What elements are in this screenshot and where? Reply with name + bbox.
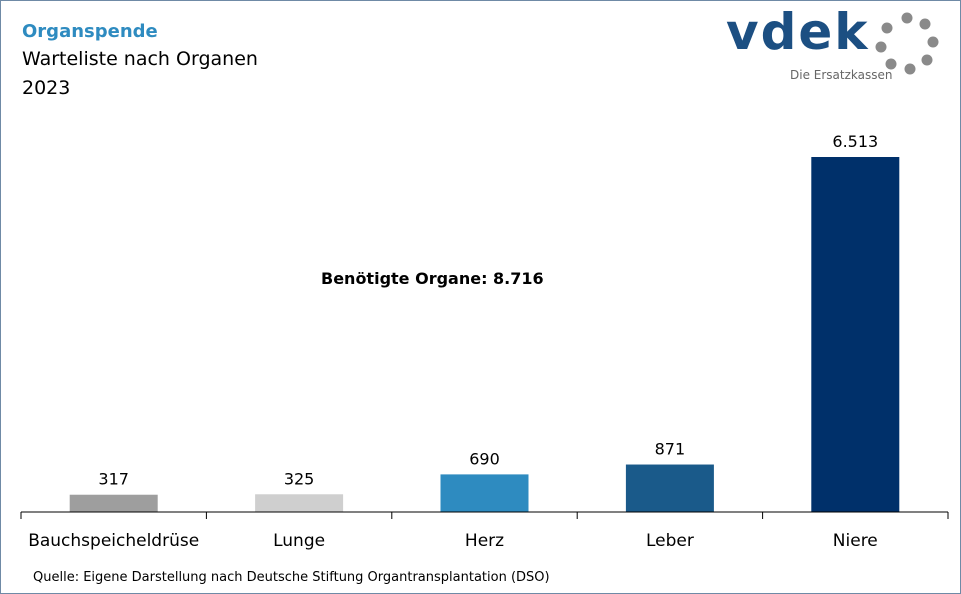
chart-title: Warteliste nach Organen bbox=[22, 48, 258, 70]
chart-year: 2023 bbox=[22, 77, 71, 99]
chart-kicker: Organspende bbox=[22, 21, 158, 42]
category-label-0: Bauchspeicheldrüse bbox=[28, 531, 199, 551]
logo-tagline: Die Ersatzkassen bbox=[790, 68, 893, 82]
category-label-4: Niere bbox=[833, 531, 878, 551]
category-label-2: Herz bbox=[465, 531, 504, 551]
bar-1 bbox=[255, 494, 344, 512]
vdek-ring-logo-icon bbox=[875, 12, 939, 75]
bar-0 bbox=[69, 494, 158, 512]
title-block: Organspende Warteliste nach Organen 2023 bbox=[22, 20, 258, 103]
value-label-4: 6.513 bbox=[832, 132, 878, 151]
bar-4 bbox=[811, 157, 900, 512]
vdek-logo: vdek Die Ersatzkassen bbox=[724, 3, 946, 87]
value-label-2: 690 bbox=[469, 449, 500, 468]
category-label-3: Leber bbox=[646, 531, 694, 551]
bar-2 bbox=[440, 474, 529, 512]
value-label-3: 871 bbox=[655, 440, 686, 459]
bar-3 bbox=[625, 464, 714, 512]
value-label-0: 317 bbox=[98, 470, 129, 489]
logo-wordmark: vdek bbox=[726, 3, 870, 61]
total-annotation: Benötigte Organe: 8.716 bbox=[321, 269, 544, 288]
source-note: Quelle: Eigene Darstellung nach Deutsche… bbox=[33, 570, 550, 585]
category-label-1: Lunge bbox=[273, 531, 325, 551]
value-label-1: 325 bbox=[284, 469, 315, 488]
